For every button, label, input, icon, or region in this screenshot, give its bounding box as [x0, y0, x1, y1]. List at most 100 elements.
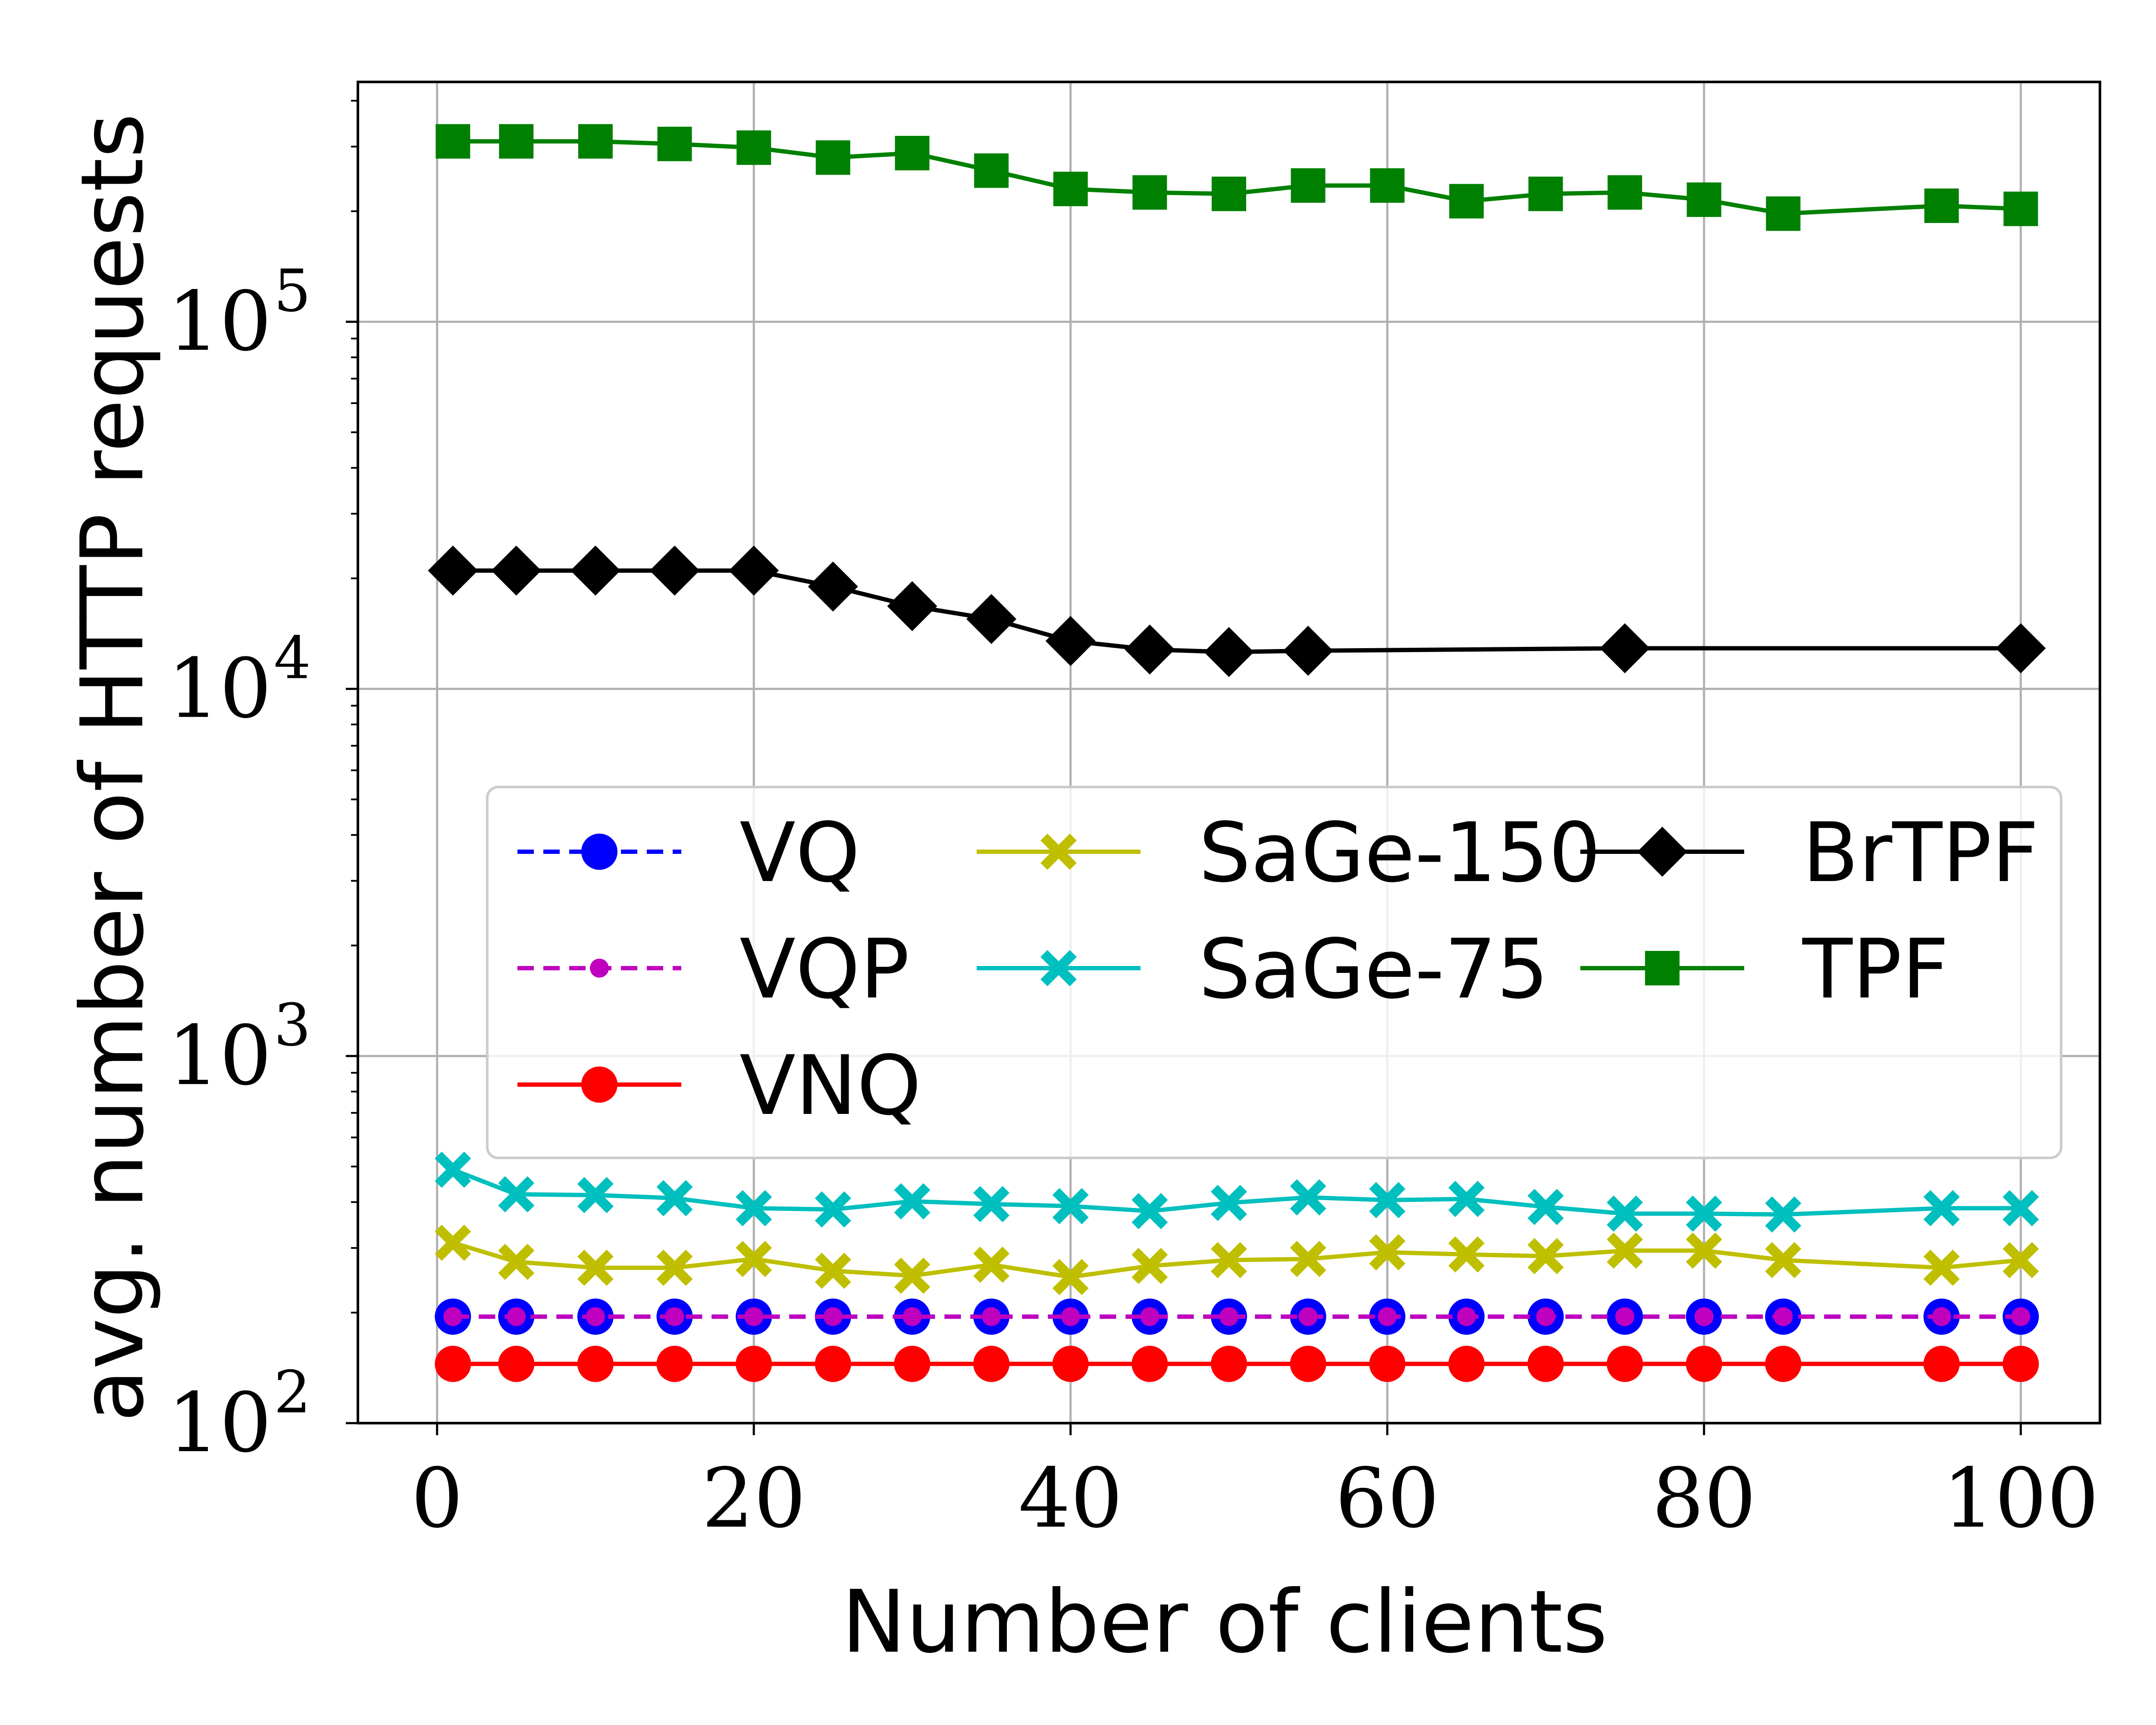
x-tick-label: 0 — [411, 1451, 463, 1546]
y-tick-label-exponent: 5 — [274, 257, 311, 325]
data-point — [1061, 1307, 1080, 1327]
data-point — [2002, 1190, 2039, 1226]
y-tick-label: 10 4 — [167, 624, 311, 736]
data-point — [1290, 1241, 1326, 1277]
data-point — [1996, 623, 2046, 674]
x-tick-label: 80 — [1652, 1451, 1756, 1546]
data-point — [895, 136, 930, 171]
x-tick-label: 20 — [702, 1451, 806, 1546]
legend-entry: VQ — [517, 805, 860, 900]
data-point — [1132, 175, 1167, 210]
legend-swatch-marker — [590, 959, 609, 978]
data-point — [1615, 1307, 1635, 1327]
data-point — [1298, 1307, 1318, 1327]
legend-entry: TPF — [1580, 922, 1949, 1017]
data-point — [2002, 1346, 2039, 1382]
legend-entry: BrTPF — [1580, 805, 2039, 900]
data-point — [1600, 623, 1650, 674]
legend-label: BrTPF — [1802, 805, 2039, 900]
data-point — [1686, 1346, 1722, 1382]
data-point — [1211, 1185, 1247, 1221]
data-point — [1765, 1242, 1802, 1278]
data-point — [1052, 1188, 1089, 1224]
data-point — [815, 1346, 851, 1382]
legend-entry: SaGe-75 — [977, 922, 1549, 1017]
legend-swatch-marker — [581, 1066, 617, 1103]
data-point — [1290, 1346, 1326, 1382]
data-point — [1211, 1242, 1247, 1278]
data-point — [578, 124, 613, 159]
data-point — [973, 1186, 1010, 1223]
data-point — [1219, 1307, 1238, 1327]
series-brtpf — [428, 546, 2046, 677]
data-point — [1131, 1248, 1168, 1284]
series-line — [452, 1240, 2021, 1280]
data-point — [665, 1307, 684, 1327]
y-tick-label-exponent: 3 — [274, 991, 311, 1059]
data-point — [1765, 1196, 1802, 1233]
data-point — [1686, 1233, 1722, 1269]
data-point — [1527, 1189, 1564, 1225]
data-point — [1527, 1346, 1564, 1382]
data-point — [577, 1177, 614, 1214]
data-point — [1932, 1307, 1951, 1327]
data-point — [1140, 1307, 1159, 1327]
legend-swatch-marker — [1040, 834, 1077, 870]
series-vnq — [435, 1346, 2039, 1382]
y-tick-label-base: 10 — [167, 641, 272, 736]
data-point — [736, 1346, 772, 1382]
data-point — [435, 1346, 471, 1382]
data-point — [1378, 1307, 1397, 1327]
legend-swatch-marker — [581, 834, 617, 870]
legend-swatch-marker — [1637, 827, 1687, 877]
y-tick-label: 10 2 — [167, 1358, 311, 1471]
data-point — [966, 594, 1017, 644]
data-point — [1045, 616, 1096, 666]
data-point — [1283, 626, 1333, 676]
series-tpf — [436, 124, 2038, 231]
data-point — [1291, 168, 1326, 203]
data-point — [649, 546, 700, 596]
data-point — [1536, 1307, 1555, 1327]
data-point — [1607, 1233, 1643, 1269]
y-tick-label: 10 3 — [167, 991, 311, 1104]
data-point — [736, 1241, 772, 1277]
data-point — [1694, 1307, 1714, 1327]
data-point — [1204, 627, 1254, 677]
data-point — [903, 1307, 922, 1327]
data-point — [1212, 176, 1246, 211]
data-point — [498, 1346, 535, 1382]
legend-label: TPF — [1802, 922, 1949, 1017]
y-axis-label: avg. number of HTTP requests — [63, 113, 163, 1422]
x-axis-label: Number of clients — [842, 1572, 1608, 1672]
x-tick-label: 100 — [1943, 1451, 2099, 1546]
data-point — [1923, 1346, 1960, 1382]
data-point — [1211, 1346, 1247, 1382]
data-point — [435, 1224, 471, 1261]
data-point — [1052, 1259, 1089, 1295]
series-line — [452, 1167, 2021, 1217]
data-point — [577, 1346, 614, 1382]
series-vqp — [443, 1307, 2031, 1327]
legend-label: VNQ — [740, 1038, 921, 1133]
legend-label: VQP — [740, 922, 909, 1017]
data-point — [1923, 1190, 1960, 1226]
legend-entry: VQP — [517, 922, 909, 1017]
series-layer — [428, 124, 2046, 1382]
data-point — [729, 546, 779, 596]
data-point — [973, 1246, 1010, 1283]
grid — [358, 82, 2100, 1424]
data-point — [443, 1307, 463, 1327]
data-point — [1369, 1346, 1406, 1382]
data-point — [1923, 1249, 1960, 1286]
data-point — [736, 130, 771, 165]
data-point — [1448, 1346, 1485, 1382]
data-point — [657, 126, 692, 161]
data-point — [808, 561, 858, 612]
data-point — [973, 1346, 1010, 1382]
data-point — [1449, 184, 1484, 219]
data-point — [1125, 624, 1175, 675]
data-point — [894, 1258, 931, 1294]
data-point — [815, 140, 850, 175]
